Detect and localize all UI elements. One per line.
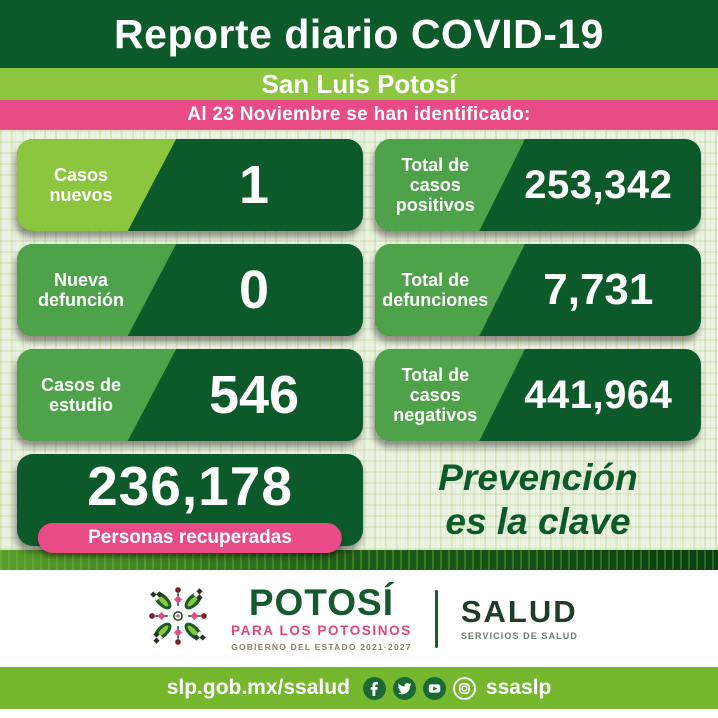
stats-row-4: 236,178 Personas recuperadas Prevención … bbox=[17, 454, 701, 553]
social-icons bbox=[362, 676, 476, 700]
card-label: Total de casos negativos bbox=[393, 364, 478, 426]
instagram-icon[interactable] bbox=[453, 676, 476, 700]
prevention-slogan: Prevención es la clave bbox=[375, 454, 701, 546]
slogan-line-2: es la clave bbox=[445, 501, 631, 542]
logo-footer: POTOSÍ PARA LOS POTOSINOS GOBIERNO DEL E… bbox=[0, 570, 718, 667]
recovered-value: 236,178 bbox=[87, 455, 293, 517]
stats-area: Casos nuevos 1 Total de casos positivos … bbox=[0, 130, 718, 553]
youtube-icon[interactable] bbox=[422, 676, 446, 700]
recovered-card: 236,178 Personas recuperadas bbox=[17, 454, 363, 553]
card-total-casos-negativos: Total de casos negativos 441,964 bbox=[375, 349, 701, 441]
state-name: San Luis Potosí bbox=[261, 68, 457, 99]
stats-row-3: Casos de estudio 546 Total de casos nega… bbox=[17, 349, 701, 441]
card-value: 441,964 bbox=[524, 372, 673, 417]
card-total-defunciones: Total de defunciones 7,731 bbox=[375, 244, 701, 336]
bottom-margin bbox=[0, 709, 718, 718]
potosi-government-line: GOBIERNO DEL ESTADO 2021·2027 bbox=[231, 641, 412, 652]
salud-wordmark: SALUD bbox=[460, 594, 578, 629]
twitter-icon[interactable] bbox=[392, 676, 416, 700]
stats-row-2: Nueva defunción 0 Total de defunciones 7… bbox=[17, 244, 701, 336]
card-total-casos-positivos: Total de casos positivos 253,342 bbox=[375, 139, 701, 231]
stats-row-1: Casos nuevos 1 Total de casos positivos … bbox=[17, 139, 701, 231]
slogan-line-1: Prevención bbox=[438, 457, 638, 499]
salud-logo-block: SALUD SERVICIOS DE SALUD bbox=[461, 596, 578, 641]
card-value: 1 bbox=[238, 155, 270, 215]
card-nueva-defuncion: Nueva defunción 0 bbox=[17, 244, 363, 336]
card-casos-nuevos: Casos nuevos 1 bbox=[17, 139, 363, 231]
recovered-banner: Personas recuperadas bbox=[37, 523, 343, 553]
potosi-rosette-icon bbox=[140, 578, 216, 659]
card-label: Casos de estudio bbox=[40, 374, 122, 415]
state-band: San Luis Potosí bbox=[0, 68, 718, 100]
social-bar: slp.gob.mx/ssalud bbox=[0, 667, 718, 709]
card-casos-de-estudio: Casos de estudio 546 bbox=[17, 349, 363, 441]
card-label: Nueva defunción bbox=[38, 269, 124, 310]
decorative-strip bbox=[0, 550, 718, 570]
date-banner-text: Al 23 Noviembre se han identificado: bbox=[187, 104, 531, 125]
date-banner: Al 23 Noviembre se han identificado: bbox=[0, 100, 718, 130]
card-value: 7,731 bbox=[543, 265, 654, 314]
salud-tagline: SERVICIOS DE SALUD bbox=[460, 631, 578, 641]
page-title: Reporte diario COVID-19 bbox=[114, 10, 604, 57]
social-handle: ssaslp bbox=[485, 676, 552, 699]
card-label: Total de casos positivos bbox=[395, 154, 475, 216]
card-label: Total de defunciones bbox=[382, 269, 489, 310]
potosi-tagline: PARA LOS POTOSINOS bbox=[231, 622, 412, 638]
potosi-wordmark: POTOSÍ bbox=[248, 582, 394, 624]
card-value: 546 bbox=[208, 365, 300, 425]
card-label: Casos nuevos bbox=[49, 164, 113, 205]
card-value: 0 bbox=[238, 260, 270, 320]
report-header: Reporte diario COVID-19 bbox=[0, 0, 718, 68]
logo-divider bbox=[434, 589, 438, 648]
potosi-logo-block: POTOSÍ PARA LOS POTOSINOS GOBIERNO DEL E… bbox=[231, 582, 412, 652]
card-value: 253,342 bbox=[524, 162, 673, 207]
facebook-icon[interactable] bbox=[362, 676, 386, 700]
site-url: slp.gob.mx/ssalud bbox=[166, 676, 350, 699]
